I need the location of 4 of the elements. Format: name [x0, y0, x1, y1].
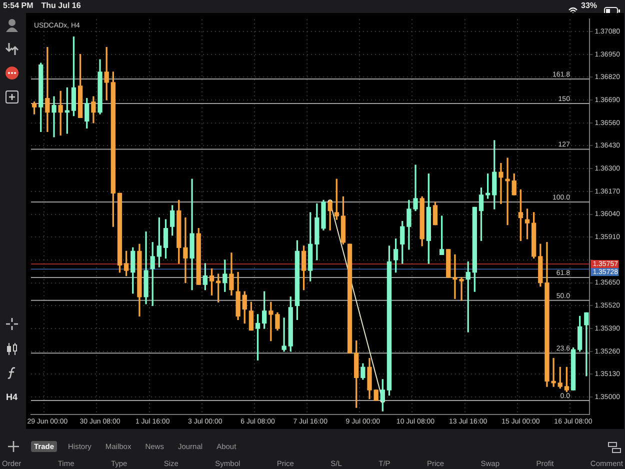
- text: 33%: [581, 1, 598, 10]
- text: Thu Jul 16: [41, 1, 81, 10]
- text: H4: [6, 392, 18, 402]
- text: 5:54 PM: [3, 1, 34, 10]
